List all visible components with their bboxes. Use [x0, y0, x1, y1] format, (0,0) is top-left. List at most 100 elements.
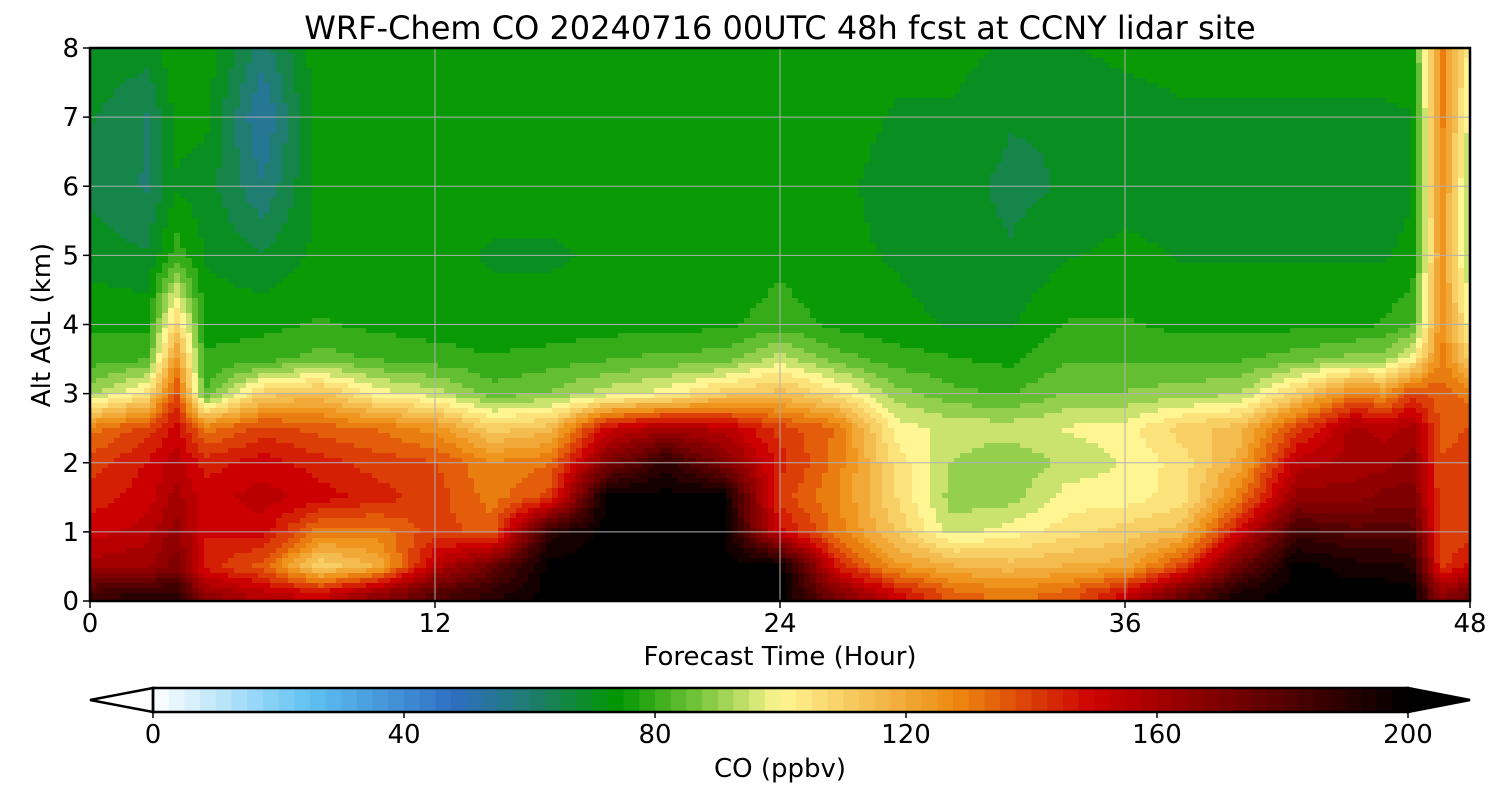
contour-cell [210, 103, 217, 109]
contour-cell [168, 143, 175, 149]
contour-cell [618, 118, 625, 124]
contour-cell [1404, 68, 1411, 74]
contour-cell [228, 73, 235, 79]
contour-cell [252, 68, 259, 74]
contour-cell [174, 98, 181, 104]
contour-cell [1206, 113, 1213, 119]
contour-cell [900, 103, 907, 109]
contour-cell [1464, 53, 1471, 59]
contour-cell [1446, 68, 1453, 74]
contour-cell [732, 88, 739, 94]
contour-cell [1380, 73, 1387, 79]
contour-cell [126, 63, 133, 69]
contour-cell [1452, 53, 1459, 59]
contour-cell [660, 138, 667, 144]
contour-cell [984, 83, 991, 89]
contour-cell [546, 118, 553, 124]
contour-cell [270, 143, 277, 149]
contour-cell [624, 153, 631, 159]
contour-cell [924, 93, 931, 99]
contour-cell [1176, 73, 1183, 79]
contour-cell [480, 78, 487, 84]
contour-cell [1230, 63, 1237, 69]
contour-cell [954, 153, 961, 159]
contour-cell [798, 58, 805, 64]
contour-cell [1170, 138, 1177, 144]
contour-cell [756, 48, 763, 54]
contour-cell [648, 88, 655, 94]
contour-cell [384, 78, 391, 84]
contour-cell [678, 103, 685, 109]
contour-cell [438, 53, 445, 59]
contour-cell [1224, 68, 1231, 74]
contour-cell [1224, 123, 1231, 129]
contour-cell [1320, 143, 1327, 149]
contour-cell [1200, 93, 1207, 99]
contour-cell [372, 103, 379, 109]
contour-cell [558, 118, 565, 124]
contour-cell [474, 98, 481, 104]
contour-cell [672, 48, 679, 54]
contour-cell [324, 88, 331, 94]
contour-cell [174, 63, 181, 69]
contour-cell [864, 148, 871, 154]
contour-cell [732, 123, 739, 129]
contour-cell [1446, 53, 1453, 59]
contour-cell [594, 73, 601, 79]
contour-cell [690, 153, 697, 159]
contour-cell [1314, 148, 1321, 154]
contour-cell [384, 148, 391, 154]
contour-cell [1314, 88, 1321, 94]
contour-cell [1398, 73, 1405, 79]
contour-cell [1212, 68, 1219, 74]
contour-cell [366, 148, 373, 154]
contour-cell [1458, 138, 1465, 144]
contour-cell [1266, 53, 1273, 59]
contour-cell [480, 128, 487, 134]
contour-cell [222, 133, 229, 139]
contour-cell [1416, 103, 1423, 109]
contour-cell [378, 53, 385, 59]
contour-cell [1026, 73, 1033, 79]
contour-cell [594, 123, 601, 129]
contour-cell [1026, 63, 1033, 69]
contour-cell [546, 108, 553, 114]
contour-cell [822, 88, 829, 94]
contour-cell [408, 48, 415, 54]
contour-cell [1278, 53, 1285, 59]
contour-cell [96, 113, 103, 119]
contour-cell [1170, 148, 1177, 154]
contour-cell [588, 108, 595, 114]
contour-cell [1392, 148, 1399, 154]
contour-cell [702, 98, 709, 104]
contour-cell [216, 63, 223, 69]
contour-cell [1110, 143, 1117, 149]
contour-cell [996, 138, 1003, 144]
contour-cell [270, 133, 277, 139]
contour-cell [198, 88, 205, 94]
contour-cell [1200, 73, 1207, 79]
contour-cell [258, 73, 265, 79]
contour-cell [750, 53, 757, 59]
contour-cell [294, 133, 301, 139]
contour-cell [1086, 118, 1093, 124]
contour-cell [318, 98, 325, 104]
contour-cell [144, 148, 151, 154]
contour-cell [1446, 73, 1453, 79]
contour-cell [516, 98, 523, 104]
contour-cell [762, 48, 769, 54]
contour-cell [192, 83, 199, 89]
contour-cell [810, 48, 817, 54]
contour-cell [1026, 78, 1033, 84]
contour-cell [1422, 148, 1429, 154]
contour-cell [1092, 88, 1099, 94]
contour-cell [1350, 98, 1357, 104]
contour-cell [798, 78, 805, 84]
contour-cell [1044, 73, 1051, 79]
contour-cell [780, 143, 787, 149]
contour-cell [1290, 53, 1297, 59]
contour-cell [858, 103, 865, 109]
contour-cell [762, 88, 769, 94]
contour-cell [1110, 123, 1117, 129]
contour-cell [324, 153, 331, 159]
